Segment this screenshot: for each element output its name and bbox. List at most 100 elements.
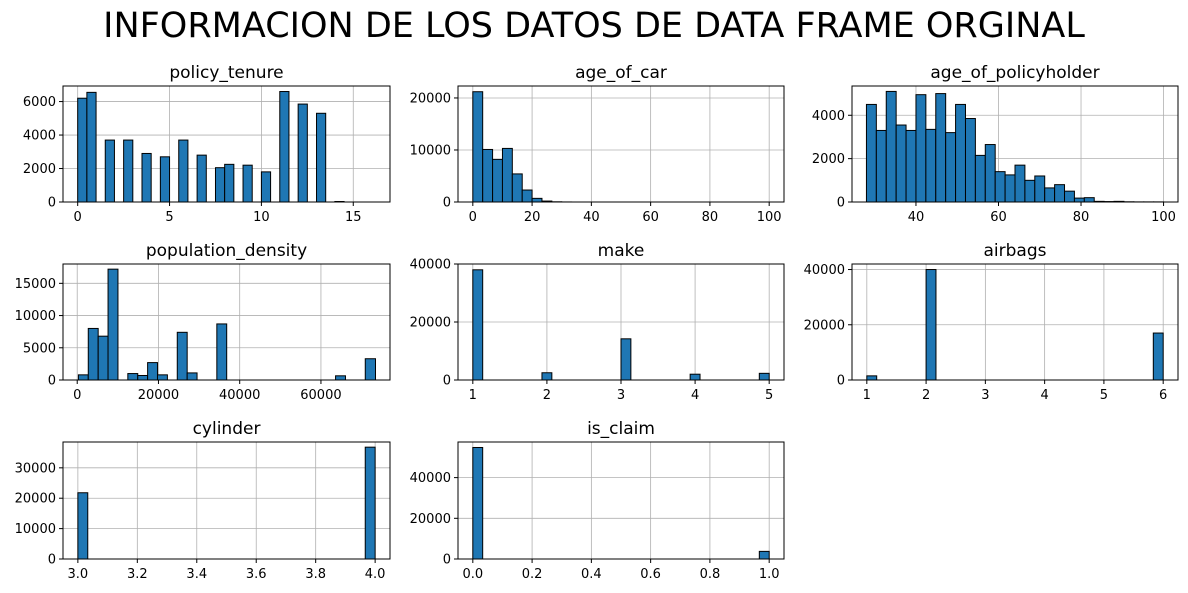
x-tick-label: 4.0 — [365, 567, 386, 582]
histogram-bar — [1073, 197, 1085, 203]
histogram-bar — [482, 148, 494, 203]
histogram-bar — [492, 158, 503, 203]
histogram-bar — [1024, 179, 1036, 203]
figure-title: INFORMACION DE LOS DATOS DE DATA FRAME O… — [103, 6, 1085, 46]
axes-frame — [457, 85, 785, 203]
y-tick-label: 0 — [443, 374, 451, 389]
histogram-bar — [260, 171, 272, 203]
histogram-bar — [77, 97, 88, 203]
histogram-bar — [279, 91, 290, 203]
histogram-bar — [935, 93, 947, 203]
histogram-bar — [758, 372, 770, 381]
y-tick-label: 2000 — [812, 152, 845, 167]
x-tick-label: 4 — [1040, 388, 1048, 403]
y-tick-label: 5000 — [23, 341, 56, 356]
y-tick-label: 4000 — [23, 129, 56, 144]
histogram-bar — [472, 446, 484, 560]
histogram-bar — [156, 374, 168, 381]
histogram-bar — [214, 167, 226, 203]
histogram-bar — [531, 197, 543, 203]
histogram-bar — [316, 112, 327, 203]
subplot-is_claim: 0.0 0.2 0.4 0.6 0.8 1.0 0 20000 40000 is_claim — [410, 419, 785, 582]
y-tick-label: 2000 — [23, 162, 56, 177]
histogram-bar — [689, 373, 701, 381]
histogram-bar — [1083, 197, 1095, 203]
axes-frame — [62, 441, 391, 560]
x-tick-label: 60000 — [300, 388, 341, 403]
x-tick-label: 0.6 — [640, 567, 661, 582]
histogram-bar — [758, 550, 770, 560]
subplot-title: policy_tenure — [169, 63, 283, 83]
y-tick-label: 30000 — [15, 461, 56, 476]
x-tick-label: 1 — [863, 388, 871, 403]
histogram-bar — [984, 144, 996, 203]
y-tick-label: 20000 — [410, 512, 451, 527]
x-tick-label: 0.4 — [581, 567, 602, 582]
axes-frame — [62, 263, 391, 381]
x-tick-label: 80 — [702, 210, 719, 225]
histogram-bar — [1004, 174, 1016, 203]
axes-frame — [851, 85, 1179, 203]
subplot-title: airbags — [984, 241, 1047, 261]
histogram-bar — [216, 323, 228, 381]
y-tick-label: 20000 — [15, 492, 56, 507]
axes-frame — [457, 441, 785, 560]
histogram-bar — [511, 173, 523, 203]
histogram-bar — [905, 129, 917, 203]
x-tick-label: 0 — [73, 388, 81, 403]
y-tick-label: 0 — [48, 196, 56, 211]
y-tick-label: 20000 — [804, 318, 845, 333]
y-tick-label: 20000 — [410, 316, 451, 331]
histogram-bar — [885, 90, 897, 203]
histogram-bar — [875, 129, 887, 203]
histogram-bar — [335, 375, 346, 381]
x-tick-label: 2 — [543, 388, 551, 403]
histogram-bar — [974, 154, 986, 203]
histogram-bar — [178, 139, 189, 203]
subplot-title: population_density — [146, 241, 307, 261]
histogram-bar — [104, 139, 115, 203]
subplot-cylinder: 3.0 3.2 3.4 3.6 3.8 4.0 0 10000 20000 30000 cylind… — [15, 419, 391, 582]
y-tick-label: 20000 — [410, 91, 451, 106]
x-tick-label: 60 — [990, 210, 1007, 225]
histogram-bar — [141, 152, 152, 203]
y-tick-label: 10000 — [410, 143, 451, 158]
x-tick-label: 3.4 — [186, 567, 207, 582]
subplot-policy_tenure: 0 5 10 15 0 2000 4000 6000 policy_tenure — [23, 63, 391, 225]
histogram-bar — [915, 94, 927, 203]
histogram-bar — [501, 147, 513, 203]
y-tick-label: 40000 — [410, 258, 451, 273]
histogram-bar — [137, 374, 149, 381]
histogram-bar — [472, 269, 484, 381]
x-tick-label: 3.6 — [246, 567, 267, 582]
subplot-population_density: 0 20000 40000 60000 0 5000 10000 15000 populatio… — [15, 241, 391, 403]
x-tick-label: 80 — [1073, 210, 1090, 225]
x-tick-label: 60 — [642, 210, 659, 225]
histogram-bar — [994, 171, 1006, 203]
histogram-bar — [945, 132, 957, 203]
x-tick-label: 1.0 — [759, 567, 780, 582]
subplot-title: is_claim — [587, 419, 655, 439]
x-tick-label: 40000 — [219, 388, 260, 403]
x-tick-label: 3 — [617, 388, 625, 403]
histogram-bar — [925, 128, 937, 203]
x-tick-label: 6 — [1159, 388, 1167, 403]
histogram-bar — [147, 362, 158, 381]
x-tick-label: 5 — [765, 388, 773, 403]
histogram-bar — [297, 103, 308, 203]
x-tick-label: 3.2 — [127, 567, 148, 582]
x-tick-label: 4 — [691, 388, 699, 403]
histogram-bar — [895, 124, 907, 203]
subplot-age_of_policyholder: 40 60 80 100 0 2000 4000 age_of_policyholder — [812, 63, 1179, 225]
x-tick-label: 40 — [908, 210, 925, 225]
histogram-bar — [1152, 332, 1164, 381]
y-tick-label: 0 — [443, 553, 451, 568]
y-tick-label: 10000 — [15, 522, 56, 537]
histogram-bar — [1054, 184, 1066, 203]
histogram-bar — [159, 156, 171, 203]
axes-frame — [62, 85, 391, 203]
histogram-bar — [541, 372, 553, 381]
y-tick-label: 4000 — [812, 109, 845, 124]
subplot-make: 1 2 3 4 5 0 20000 40000 make — [410, 241, 785, 403]
